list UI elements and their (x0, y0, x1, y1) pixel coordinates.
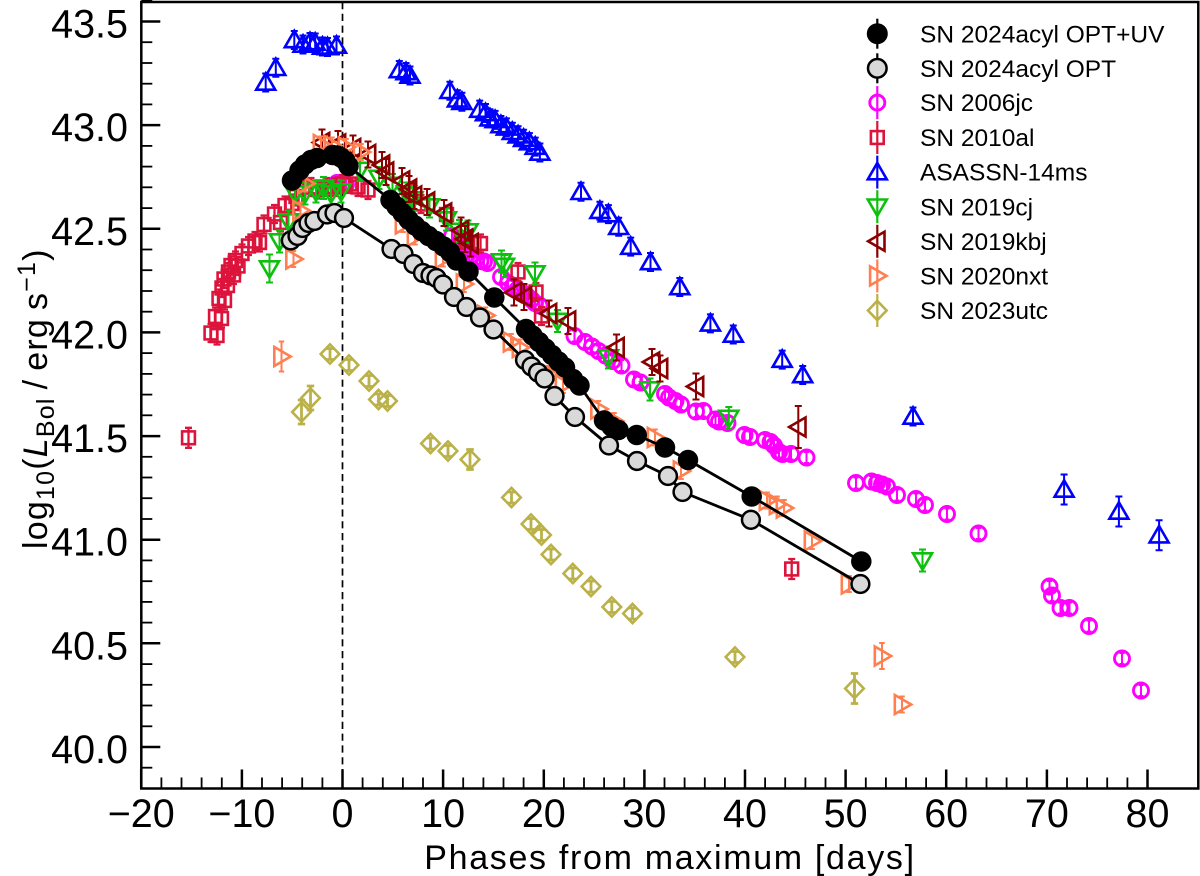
svg-text:80: 80 (1126, 792, 1170, 836)
svg-text:40: 40 (723, 792, 767, 836)
svg-text:41.5: 41.5 (51, 417, 128, 461)
svg-text:SN 2006jc: SN 2006jc (920, 90, 1033, 117)
svg-text:40.5: 40.5 (51, 624, 128, 668)
svg-text:41.0: 41.0 (51, 521, 128, 565)
svg-text:ASASSN-14ms: ASASSN-14ms (920, 160, 1087, 187)
svg-text:SN 2019cj: SN 2019cj (920, 194, 1033, 221)
svg-text:SN 2020nxt: SN 2020nxt (920, 264, 1048, 291)
svg-text:SN 2024acyl OPT: SN 2024acyl OPT (920, 56, 1116, 83)
svg-text:30: 30 (622, 792, 666, 836)
svg-text:20: 20 (522, 792, 566, 836)
svg-text:SN 2023utc: SN 2023utc (920, 298, 1048, 325)
svg-text:SN 2019kbj: SN 2019kbj (920, 229, 1047, 256)
svg-text:43.0: 43.0 (51, 106, 128, 150)
svg-text:−20: −20 (108, 792, 175, 836)
svg-text:43.5: 43.5 (51, 3, 128, 47)
svg-text:42.0: 42.0 (51, 313, 128, 357)
svg-text:Phases from maximum [days]: Phases from maximum [days] (424, 839, 915, 876)
svg-text:SN 2010al: SN 2010al (920, 125, 1034, 152)
svg-text:42.5: 42.5 (51, 210, 128, 254)
svg-text:50: 50 (824, 792, 868, 836)
svg-text:70: 70 (1025, 792, 1069, 836)
svg-text:0: 0 (332, 792, 354, 836)
svg-text:60: 60 (924, 792, 968, 836)
svg-text:40.0: 40.0 (51, 728, 128, 772)
svg-text:10: 10 (421, 792, 465, 836)
svg-text:−10: −10 (208, 792, 275, 836)
svg-text:SN 2024acyl OPT+UV: SN 2024acyl OPT+UV (920, 21, 1165, 48)
